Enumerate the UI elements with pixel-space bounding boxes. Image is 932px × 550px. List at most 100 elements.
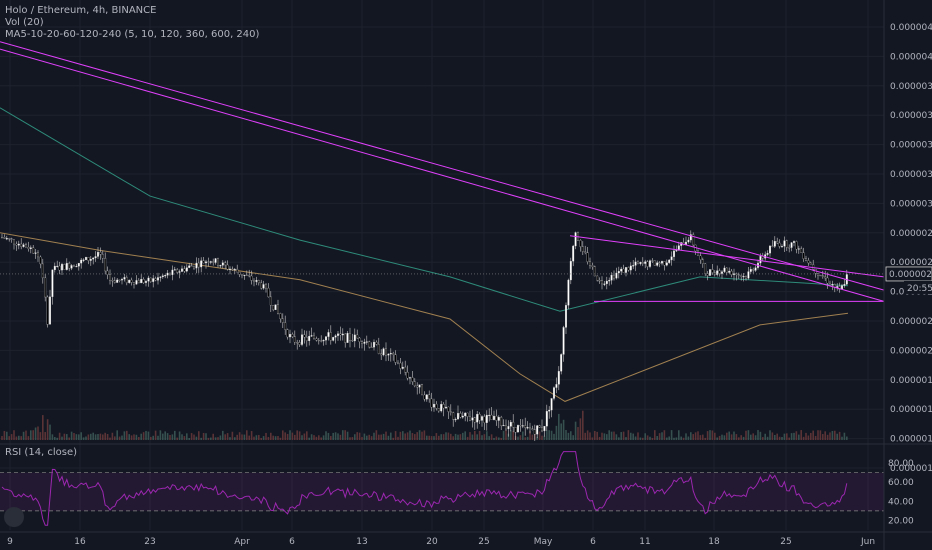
candle-body: [27, 246, 30, 249]
volume-bar: [241, 434, 243, 440]
candle-body: [152, 278, 155, 282]
price-tick-label: 0.00000166: [890, 435, 932, 445]
volume-bar: [10, 434, 13, 440]
rsi-legend[interactable]: RSI (14, close): [5, 447, 78, 458]
candle-body: [629, 265, 632, 271]
candle-body: [248, 275, 251, 277]
candle-body: [718, 270, 721, 274]
date-tick-label: Jun: [860, 537, 875, 547]
candle-body: [670, 256, 673, 261]
candle-body: [476, 414, 479, 423]
volume-bar: [570, 431, 572, 440]
candle-body: [466, 412, 469, 417]
volume-bar: [378, 434, 380, 440]
candle-body: [173, 269, 176, 271]
volume-bar: [349, 437, 351, 440]
volume-bar: [663, 430, 666, 440]
candle-body: [327, 332, 330, 337]
volume-bar: [92, 432, 94, 440]
volume-bar: [358, 432, 361, 440]
volume-legend[interactable]: Vol (20): [5, 17, 44, 28]
candle-body: [284, 322, 287, 330]
volume-bar: [198, 431, 200, 440]
candle-body: [68, 263, 71, 269]
volume-bar: [752, 433, 754, 440]
candle-body: [668, 259, 671, 263]
candle-body: [653, 260, 656, 266]
date-tick-label: 23: [144, 537, 155, 547]
volume-bar: [526, 436, 529, 440]
candle-body: [313, 335, 315, 339]
candle-body: [699, 255, 702, 260]
volume-bar: [706, 431, 709, 440]
candle-body: [298, 342, 301, 345]
candle-body: [605, 280, 608, 284]
volume-bar: [598, 436, 601, 440]
volume-bar: [555, 425, 558, 440]
trendline-upper: [0, 48, 885, 302]
candle-body: [118, 279, 121, 281]
price-tick-label: 0.00000152: [890, 464, 932, 474]
volume-bar: [502, 430, 505, 440]
candle-body: [725, 267, 728, 273]
volume-bar: [397, 436, 399, 440]
candle-body: [550, 398, 553, 411]
candle-body: [406, 371, 409, 379]
candle-body: [454, 419, 457, 421]
ma-legend[interactable]: MA5-10-20-60-120-240 (5, 10, 120, 360, 6…: [5, 29, 260, 40]
candle-body: [41, 263, 44, 279]
volume-bar: [831, 431, 834, 440]
candle-body: [190, 265, 193, 267]
candle-body: [368, 341, 371, 348]
candle-body: [46, 296, 49, 325]
candle-body: [473, 417, 476, 423]
tradingview-logo-icon[interactable]: [4, 507, 24, 527]
candle-body: [560, 354, 563, 372]
volume-bar: [738, 437, 740, 440]
candle-body: [821, 275, 824, 277]
volume-bar: [577, 427, 579, 440]
volume-bar: [454, 433, 457, 440]
volume-bar: [610, 431, 613, 440]
candle-body: [524, 425, 527, 428]
volume-bar: [812, 430, 814, 440]
volume-bar: [104, 432, 106, 440]
volume-bar: [716, 437, 718, 440]
volume-bar: [445, 432, 447, 440]
volume-bar: [342, 430, 344, 440]
candle-body: [689, 234, 692, 241]
candle-body: [130, 279, 133, 283]
volume-bar: [97, 434, 99, 440]
volume-bar: [733, 431, 735, 440]
candle-body: [217, 258, 219, 266]
volume-bar: [822, 434, 824, 440]
candle-body: [548, 409, 551, 412]
date-tick-label: 9: [7, 537, 13, 547]
volume-bar: [543, 435, 546, 440]
volume-bar: [798, 434, 800, 440]
volume-bar: [90, 433, 92, 440]
candle-body: [404, 366, 407, 373]
volume-bar: [399, 431, 402, 440]
candle-body: [157, 277, 159, 281]
candle-body: [92, 257, 95, 260]
candle-body: [430, 398, 433, 408]
volume-bar: [462, 432, 464, 440]
volume-bar: [61, 436, 63, 440]
volume-bar: [176, 437, 178, 440]
volume-bar: [58, 432, 61, 440]
volume-bar: [186, 433, 188, 440]
candle-body: [303, 334, 306, 338]
volume-bar: [296, 430, 298, 440]
candle-body: [745, 276, 747, 279]
volume-bar: [510, 430, 512, 440]
candle-body: [673, 250, 675, 257]
candle-body: [224, 262, 227, 266]
candle-body: [373, 341, 375, 348]
candle-body: [286, 329, 289, 338]
volume-bar: [258, 434, 260, 440]
candle-body: [113, 280, 116, 283]
candle-body: [274, 304, 277, 310]
chart-grid: [0, 0, 884, 530]
